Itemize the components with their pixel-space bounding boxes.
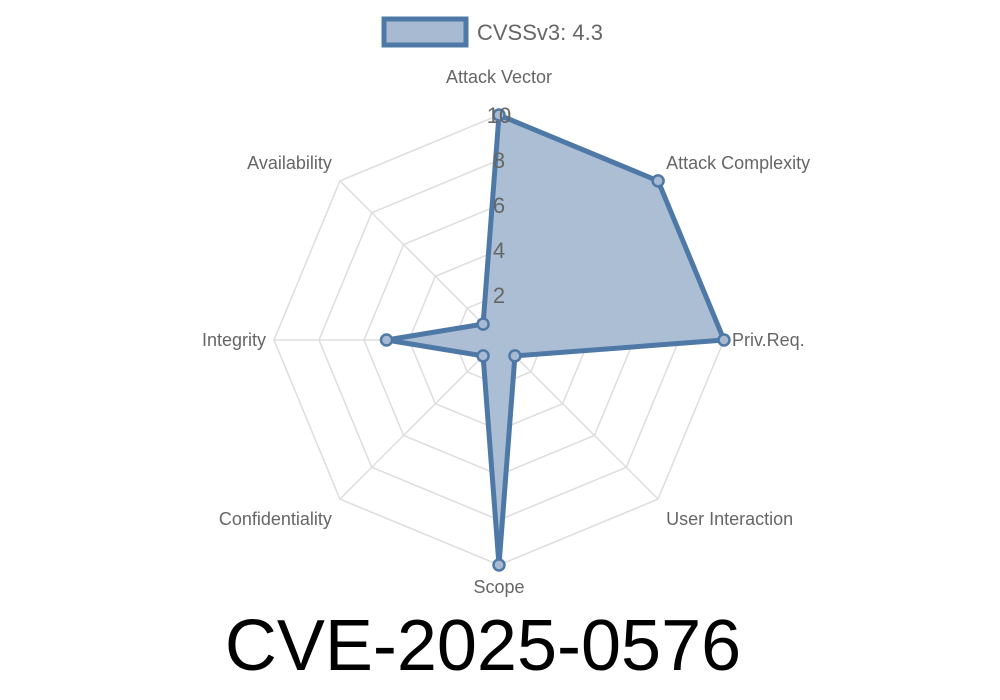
tick-label: 2: [493, 283, 505, 308]
grid-spoke: [498, 339, 659, 500]
chart-title: CVE-2025-0576: [225, 606, 741, 686]
grid-spoke: [339, 180, 500, 341]
axis-label: Integrity: [202, 330, 266, 350]
tick-label: 8: [493, 148, 505, 173]
data-point: [492, 108, 506, 122]
series: [379, 108, 731, 572]
axis-label: Attack Vector: [446, 67, 552, 87]
tick-label: 10: [487, 103, 511, 128]
axis-label: Attack Complexity: [666, 153, 810, 173]
data-point: [508, 349, 522, 363]
data-point: [476, 349, 490, 363]
data-point: [717, 333, 731, 347]
axis-label: Confidentiality: [219, 509, 332, 529]
axis-label: Availability: [247, 153, 332, 173]
data-point: [651, 174, 665, 188]
legend-swatch[interactable]: [381, 16, 469, 48]
data-point: [379, 333, 394, 347]
axis-label: User Interaction: [666, 509, 793, 529]
axis-label: Scope: [473, 577, 524, 597]
tick-label: 4: [493, 238, 505, 263]
data-point: [492, 558, 506, 572]
tick-label: 6: [493, 193, 505, 218]
grid-spoke: [339, 339, 500, 500]
data-point: [476, 317, 490, 331]
legend-label: CVSSv3: 4.3: [477, 20, 603, 45]
tick-labels: 2 4 6 8 10: [487, 103, 511, 308]
axis-labels: Attack Vector Attack Complexity Priv.Req. U…: [202, 67, 810, 597]
axis-label: Priv.Req.: [732, 330, 805, 350]
